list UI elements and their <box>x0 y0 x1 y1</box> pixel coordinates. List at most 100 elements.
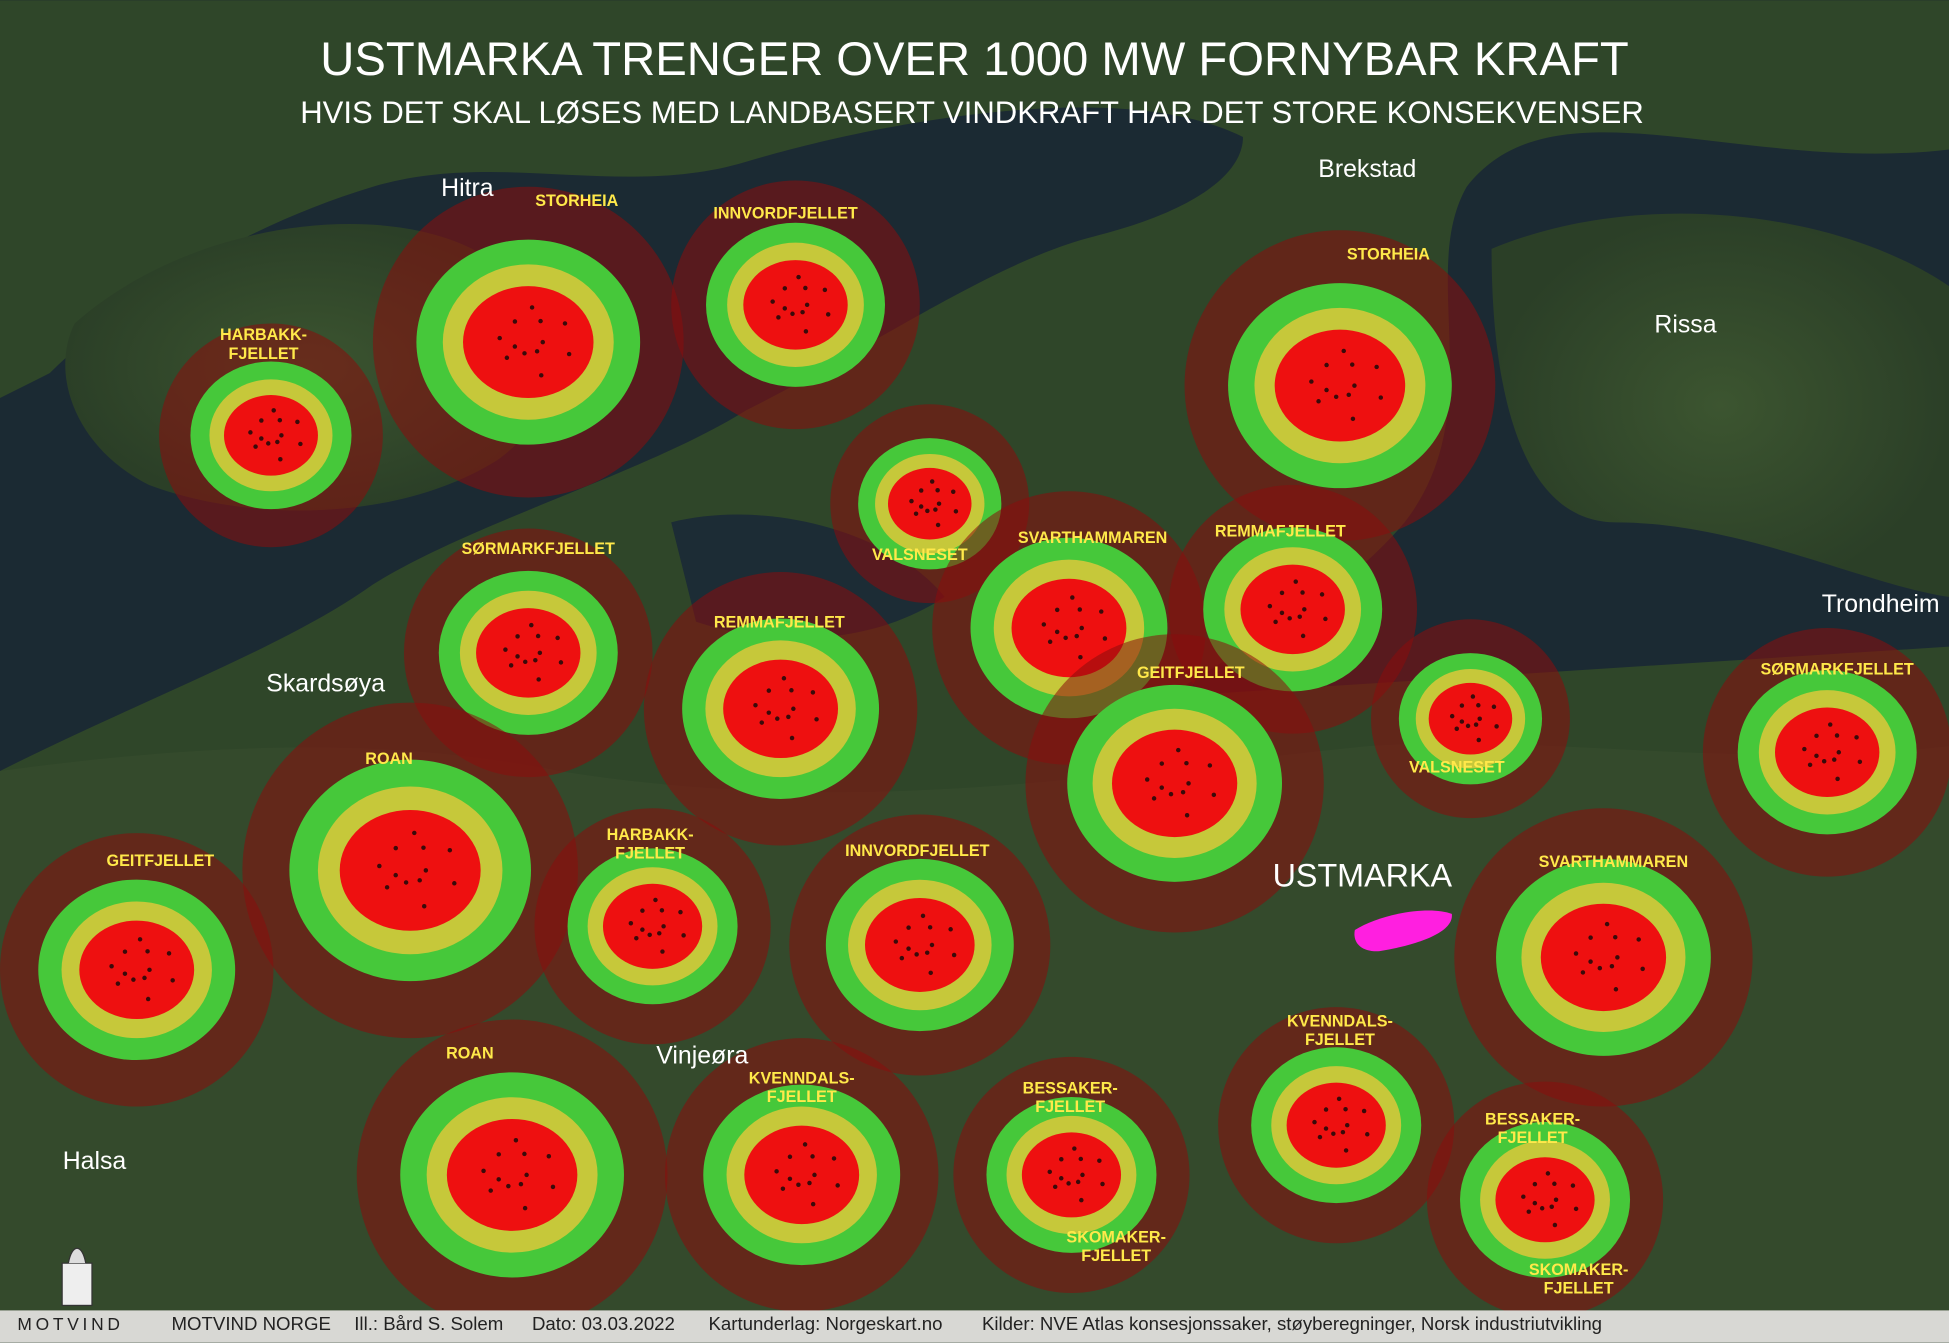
turbine <box>835 1183 840 1188</box>
turbine <box>1293 579 1298 584</box>
farm-label: ROAN <box>365 750 413 768</box>
turbine <box>791 706 796 712</box>
turbine <box>913 511 919 516</box>
turbine <box>1184 813 1190 818</box>
red-zone <box>1274 329 1406 442</box>
turbine <box>1063 635 1068 641</box>
turbine <box>753 702 758 708</box>
turbine <box>920 913 926 919</box>
farm-label: BESSAKER- <box>1023 1079 1118 1097</box>
turbine <box>540 339 546 345</box>
turbine <box>295 419 300 425</box>
turbine <box>929 942 935 948</box>
turbine <box>933 507 938 512</box>
red-zone <box>223 395 318 476</box>
turbine <box>515 634 520 639</box>
turbine <box>775 716 780 721</box>
turbine <box>1309 379 1314 384</box>
turbine <box>1279 590 1285 596</box>
turbine <box>145 949 150 954</box>
turbine <box>122 971 128 976</box>
farm-label: FJELLET <box>1305 1031 1375 1049</box>
red-zone <box>723 659 839 759</box>
turbine <box>1465 723 1471 729</box>
turbine <box>1159 761 1165 766</box>
turbine <box>1470 694 1476 699</box>
farm-label: ROAN <box>446 1045 494 1063</box>
turbine <box>1836 750 1842 755</box>
turbine <box>787 1154 793 1160</box>
red-zone <box>887 467 972 540</box>
red-zone <box>339 809 481 931</box>
turbine <box>1636 937 1641 942</box>
turbine <box>1378 395 1384 400</box>
turbine <box>512 319 518 324</box>
turbine <box>1344 1122 1350 1128</box>
turbine <box>804 302 810 308</box>
turbine <box>1640 966 1645 972</box>
turbine <box>513 1138 519 1143</box>
logo-text: MOTVIND <box>17 1314 123 1334</box>
turbine <box>266 441 271 446</box>
turbine <box>1041 622 1047 627</box>
turbine <box>1102 636 1108 641</box>
turbine <box>1297 614 1302 619</box>
place-label: Brekstad <box>1318 156 1416 183</box>
turbine <box>628 921 634 926</box>
wind-farm-zone <box>1454 808 1753 1107</box>
turbine <box>1615 955 1620 960</box>
red-zone <box>1495 1157 1595 1243</box>
turbine <box>909 498 914 504</box>
turbine <box>1834 733 1840 738</box>
turbine <box>1072 1146 1077 1151</box>
turbine <box>810 1154 815 1159</box>
wind-farm-zone <box>1371 619 1570 819</box>
farm-label: SØRMARKFJELLET <box>462 540 615 558</box>
turbine <box>488 1188 493 1193</box>
turbine <box>145 996 151 1002</box>
turbine <box>1374 364 1379 370</box>
turbine <box>506 1183 511 1189</box>
turbine <box>935 488 940 493</box>
turbine <box>928 970 933 976</box>
turbine <box>1144 777 1150 782</box>
turbine <box>1059 1157 1064 1162</box>
turbine <box>918 488 924 493</box>
red-zone <box>743 260 848 350</box>
turbine <box>1300 633 1306 639</box>
red-zone <box>1774 707 1880 798</box>
turbine <box>1279 610 1285 616</box>
turbine <box>1207 763 1213 768</box>
wind-farm-zone <box>1218 1007 1455 1244</box>
footer-item: Ill.: Bård S. Solem <box>354 1313 503 1334</box>
turbine <box>109 964 114 969</box>
turbine <box>535 633 541 639</box>
farm-label: VALSNESET <box>872 546 968 564</box>
turbine <box>259 418 264 423</box>
turbine <box>953 509 959 514</box>
turbine <box>533 657 538 663</box>
turbine <box>298 441 303 447</box>
turbine <box>1532 1181 1538 1187</box>
turbine <box>1319 592 1325 597</box>
farm-label: FJELLET <box>1035 1098 1105 1116</box>
turbine <box>562 321 568 326</box>
red-zone <box>446 1118 578 1231</box>
turbine <box>1454 726 1460 732</box>
turbine <box>522 1205 528 1211</box>
turbine <box>115 981 121 986</box>
wind-farm-zone <box>242 702 578 1039</box>
turbine <box>634 935 639 941</box>
turbine <box>951 952 957 958</box>
turbine <box>1545 1171 1551 1176</box>
turbine <box>800 309 805 315</box>
turbine <box>1476 703 1481 708</box>
turbine <box>831 1156 837 1161</box>
wind-farm-zone <box>1702 628 1949 877</box>
turbine <box>537 650 543 656</box>
wind-farm-zone <box>1025 634 1324 933</box>
turbine <box>1532 1200 1538 1206</box>
turbine <box>1333 394 1339 400</box>
turbine <box>893 939 899 944</box>
labels: Hitra Brekstad Rissa Trondheim Skardsøya Vinj… <box>63 156 1940 1297</box>
